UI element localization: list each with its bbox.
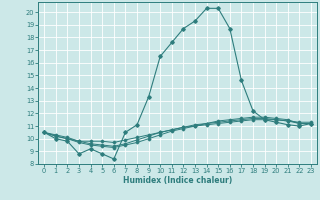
X-axis label: Humidex (Indice chaleur): Humidex (Indice chaleur)	[123, 176, 232, 185]
